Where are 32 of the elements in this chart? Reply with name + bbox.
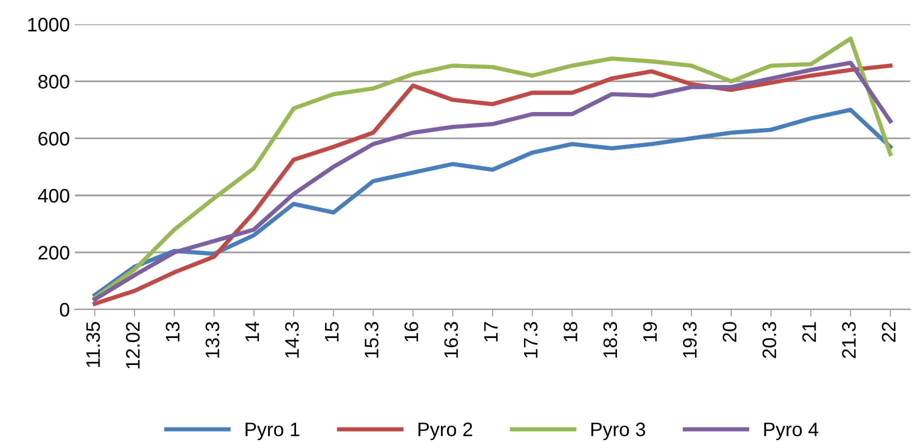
- x-tick-label: 20: [722, 322, 736, 342]
- x-tick-label: 19: [643, 322, 657, 342]
- legend-label: Pyro 2: [418, 422, 472, 440]
- x-tick-label: 18.3: [603, 322, 618, 358]
- x-tick-label: 15.3: [364, 322, 378, 358]
- y-tick-label: 200: [38, 246, 70, 260]
- x-tick-label: 21.3: [842, 322, 856, 358]
- x-tick-label: 21: [802, 322, 816, 342]
- x-tick-label: 18: [564, 322, 578, 342]
- x-tick-label: 12.02: [126, 322, 140, 368]
- x-tick-label: 17.3: [524, 322, 538, 358]
- y-tick-label: 600: [38, 132, 70, 146]
- x-tick-label: 14.3: [285, 322, 299, 358]
- x-tick-label: 13: [166, 322, 180, 342]
- x-tick-label: 15: [325, 322, 339, 342]
- x-tick-label: 20.3: [762, 322, 776, 358]
- y-tick-label: 800: [38, 74, 70, 89]
- x-tick-label: 16: [404, 322, 418, 342]
- y-tick-label: 1000: [28, 18, 70, 32]
- y-tick-label: 0: [60, 302, 70, 317]
- x-tick-label: 13.3: [206, 322, 220, 358]
- x-tick-label: 11.35: [86, 322, 100, 367]
- x-tick-label: 22: [882, 322, 896, 342]
- legend-label: Pyro 3: [591, 422, 646, 440]
- legend-label: Pyro 1: [246, 422, 300, 440]
- x-tick-label: 16.3: [444, 322, 458, 358]
- x-tick-label: 17: [484, 322, 498, 342]
- y-tick-label: 400: [38, 188, 70, 203]
- x-tick-label: 19.3: [682, 322, 697, 358]
- line-series: [92, 108, 892, 298]
- legend-label: Pyro 4: [764, 422, 818, 440]
- x-tick-label: 14: [246, 322, 259, 342]
